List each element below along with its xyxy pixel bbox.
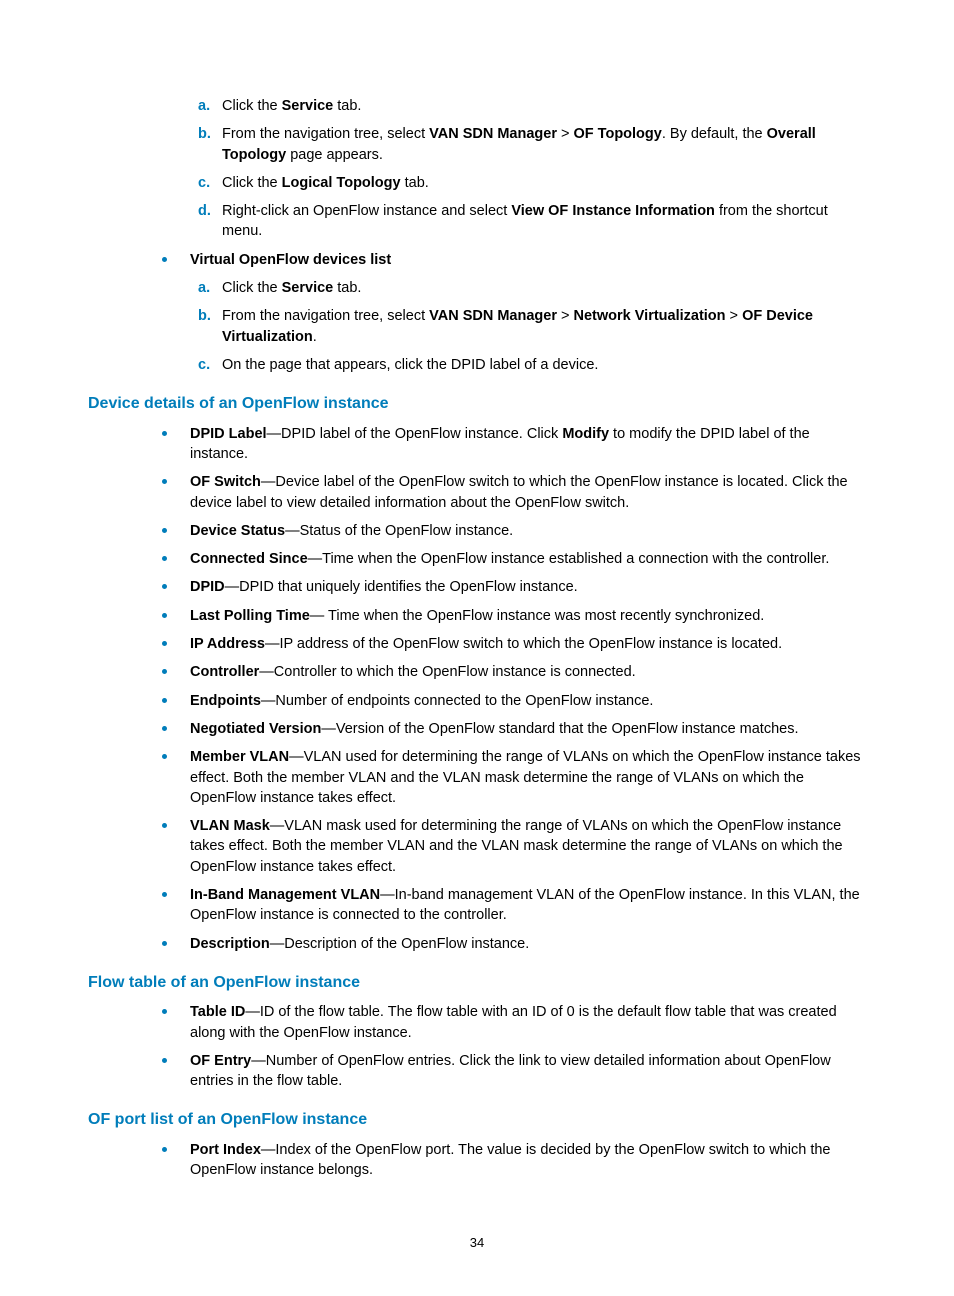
procedure-step: Right-click an OpenFlow instance and sel… [198,201,866,242]
definition-item: Last Polling Time— Time when the OpenFlo… [156,606,866,626]
definition-term: Table ID [190,1004,245,1020]
definition-item: OF Entry—Number of OpenFlow entries. Cli… [156,1051,866,1092]
definition-term: Description [190,936,270,952]
bold-term: View OF Instance Information [511,203,715,219]
definition-item: Member VLAN—VLAN used for determining th… [156,747,866,808]
definition-term: Port Index [190,1142,261,1158]
definition-item: Connected Since—Time when the OpenFlow i… [156,549,866,569]
bold-term: OF Topology [574,126,662,142]
definition-term: Last Polling Time [190,608,310,624]
procedure-step: Click the Service tab. [198,278,866,298]
definition-item: OF Switch—Device label of the OpenFlow s… [156,472,866,513]
procedure-step: On the page that appears, click the DPID… [198,355,866,375]
definition-term: OF Switch [190,474,261,490]
definition-term: DPID Label [190,426,267,442]
virtual-devices-item: Virtual OpenFlow devices list Click the … [156,250,866,375]
virtual-devices-section: Virtual OpenFlow devices list Click the … [156,250,866,375]
content-root: Click the Service tab. From the navigatio… [88,96,866,1180]
definition-item: IP Address—IP address of the OpenFlow sw… [156,634,866,654]
device-details-list: DPID Label—DPID label of the OpenFlow in… [156,424,866,954]
of-port-list: Port Index—Index of the OpenFlow port. T… [156,1140,866,1181]
definition-term: Controller [190,664,259,680]
virtual-devices-heading: Virtual OpenFlow devices list [190,252,391,268]
definition-item: In-Band Management VLAN—In-band manageme… [156,885,866,926]
bold-term: Logical Topology [282,175,401,191]
procedure-steps-virtual: Click the Service tab. From the navigatio… [198,278,866,375]
definition-item: Description—Description of the OpenFlow … [156,934,866,954]
definition-item: Table ID—ID of the flow table. The flow … [156,1002,866,1043]
definition-item: Negotiated Version—Version of the OpenFl… [156,719,866,739]
definition-item: Device Status—Status of the OpenFlow ins… [156,521,866,541]
definition-term: Endpoints [190,693,261,709]
definition-item: Port Index—Index of the OpenFlow port. T… [156,1140,866,1181]
document-page: Click the Service tab. From the navigatio… [0,0,954,1296]
definition-term: VLAN Mask [190,818,270,834]
bold-term: Network Virtualization [574,308,726,324]
definition-term: DPID [190,579,225,595]
bold-term: VAN SDN Manager [429,308,557,324]
definition-term: Device Status [190,523,285,539]
definition-term: Negotiated Version [190,721,321,737]
bold-term: Service [282,280,334,296]
procedure-step: Click the Logical Topology tab. [198,173,866,193]
heading-of-port: OF port list of an OpenFlow instance [88,1109,866,1131]
procedure-step: Click the Service tab. [198,96,866,116]
definition-item: VLAN Mask—VLAN mask used for determining… [156,816,866,877]
definition-term: IP Address [190,636,265,652]
definition-item: Endpoints—Number of endpoints connected … [156,691,866,711]
bold-term: VAN SDN Manager [429,126,557,142]
heading-device-details: Device details of an OpenFlow instance [88,393,866,415]
definition-term: In-Band Management VLAN [190,887,380,903]
procedure-steps-top: Click the Service tab. From the navigatio… [198,96,866,242]
procedure-step: From the navigation tree, select VAN SDN… [198,306,866,347]
definition-item: DPID Label—DPID label of the OpenFlow in… [156,424,866,465]
definition-term: Connected Since [190,551,308,567]
definition-term: OF Entry [190,1053,251,1069]
definition-item: DPID—DPID that uniquely identifies the O… [156,577,866,597]
heading-flow-table: Flow table of an OpenFlow instance [88,972,866,994]
page-number: 34 [0,1234,954,1252]
definition-item: Controller—Controller to which the OpenF… [156,662,866,682]
flow-table-list: Table ID—ID of the flow table. The flow … [156,1002,866,1091]
bold-term: Service [282,98,334,114]
definition-term: Member VLAN [190,749,289,765]
bold-term: Modify [562,426,609,442]
procedure-step: From the navigation tree, select VAN SDN… [198,124,866,165]
